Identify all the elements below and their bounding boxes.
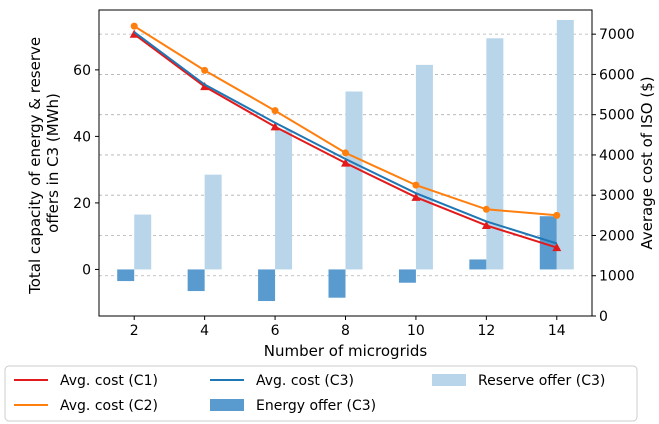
point-avg-cost-c1-10: [411, 192, 421, 201]
energy-bar-8: [328, 269, 346, 298]
x-tick-label-8: 8: [341, 323, 350, 339]
legend: Avg. cost (C1) Avg. cost (C2) Avg. cost (C…: [4, 365, 638, 422]
point-avg-cost-c1-4: [200, 82, 210, 91]
y-right-tick-label-7000: 7000: [599, 27, 635, 43]
x-tick-label-6: 6: [271, 323, 280, 339]
legend-label-reserve-offer-c3: Reserve offer (C3): [478, 373, 605, 389]
x-tick-label-10: 10: [407, 323, 425, 339]
energy-bar-6: [258, 269, 276, 302]
legend-handle-reserve-offer-c3: [432, 374, 466, 386]
legend-label-avg-cost-c1: Avg. cost (C1): [60, 373, 158, 389]
point-avg-cost-c2-4: [201, 66, 209, 74]
line-avg-cost-c3: [133, 31, 558, 245]
point-avg-cost-c2-14: [553, 211, 561, 219]
y-right-tick-label-6000: 6000: [599, 67, 635, 83]
y-axis-left-label-line-2: offers in C3 (MWh): [44, 93, 62, 233]
y-axis-right-label: Average cost of ISO ($): [638, 76, 656, 249]
point-avg-cost-c2-10: [412, 181, 420, 189]
y-left-tick-label-0: 0: [82, 262, 91, 278]
legend-handle-energy-offer-c3: [210, 399, 244, 411]
axes-layer: 2 4 6 8 10 12 14 0 20 40 60 0 1000 2000 3000 4000 5000 60…: [73, 27, 634, 339]
y-right-tick-label-0: 0: [599, 309, 608, 325]
y-axis-left-label: Total capacity of energy & reserve offer…: [26, 32, 62, 295]
energy-bar-14: [539, 216, 557, 270]
x-tick-label-4: 4: [200, 323, 209, 339]
point-avg-cost-c1-6: [270, 122, 280, 131]
reserve-bar-10: [415, 64, 433, 270]
point-avg-cost-c2-12: [482, 205, 490, 213]
legend-label-avg-cost-c3: Avg. cost (C3): [256, 373, 354, 389]
point-avg-cost-c1-14: [552, 243, 562, 252]
point-avg-cost-c2-6: [271, 107, 279, 115]
y-axis-left-label-line-1: Total capacity of energy & reserve: [26, 37, 44, 295]
energy-bar-10: [398, 269, 416, 283]
reserve-bar-2: [134, 214, 152, 270]
legend-label-energy-offer-c3: Energy offer (C3): [256, 398, 376, 414]
point-avg-cost-c1-8: [341, 158, 350, 167]
energy-bar-2: [117, 269, 135, 282]
reserve-bar-4: [204, 174, 222, 270]
energy-bar-4: [187, 269, 205, 292]
y-left-tick-label-60: 60: [73, 63, 91, 79]
reserve-bar-12: [486, 38, 504, 270]
y-left-tick-label-40: 40: [73, 129, 91, 145]
y-right-tick-label-1000: 1000: [599, 269, 635, 285]
energy-bar-12: [469, 259, 487, 270]
legend-label-avg-cost-c2: Avg. cost (C2): [60, 398, 158, 414]
lines-layer: [129, 22, 562, 252]
reserve-bar-8: [345, 91, 363, 270]
x-tick-label-14: 14: [548, 323, 566, 339]
y-left-tick-label-20: 20: [73, 196, 91, 212]
y-right-tick-label-2000: 2000: [599, 228, 635, 244]
legend-frame: [4, 365, 638, 422]
x-tick-label-12: 12: [477, 323, 495, 339]
x-axis-label: Number of microgrids: [264, 342, 428, 360]
x-tick-label-2: 2: [130, 323, 139, 339]
point-avg-cost-c1-12: [481, 220, 491, 230]
point-avg-cost-c2-8: [342, 149, 349, 157]
y-right-tick-label-5000: 5000: [599, 108, 635, 124]
y-right-tick-label-3000: 3000: [599, 188, 635, 204]
bars-layer: [117, 19, 574, 302]
point-avg-cost-c1-2: [129, 29, 139, 38]
y-right-tick-label-4000: 4000: [599, 148, 635, 164]
point-avg-cost-c2-2: [130, 22, 138, 30]
reserve-bar-6: [275, 129, 293, 270]
reserve-bar-14: [556, 19, 574, 270]
